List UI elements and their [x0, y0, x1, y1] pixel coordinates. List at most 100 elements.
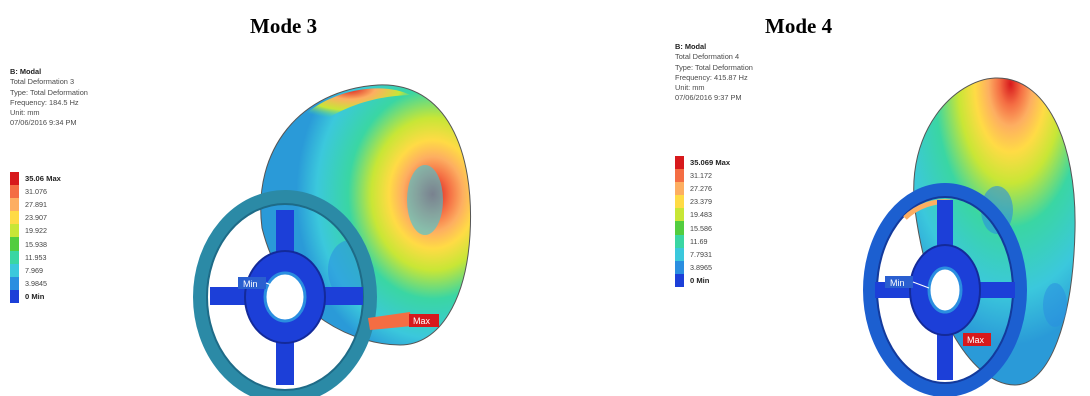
- legend-swatch: [675, 273, 684, 287]
- legend-label: 31.172: [690, 171, 712, 181]
- bell-top-hotspot: [290, 88, 410, 140]
- legend-label: 7.969: [25, 265, 43, 275]
- legend-label: 19.922: [25, 226, 47, 236]
- legend-swatch: [10, 185, 19, 199]
- legend-label: 15.938: [25, 239, 47, 249]
- frequency-label: Frequency: 184.5 Hz: [10, 97, 79, 107]
- mode-4-title: Mode 4: [765, 14, 833, 38]
- unit-label: Unit: mm: [675, 83, 705, 93]
- mode-4-deformed-model: Min Max: [863, 77, 1076, 396]
- mode-4-panel: Mode 4 B: Modal Total Deformation 4 Type…: [545, 0, 1090, 396]
- legend-row: 27.891: [10, 198, 61, 212]
- hub-bore: [927, 266, 963, 314]
- result-label: Total Deformation 3: [10, 77, 75, 87]
- legend-label: 0 Min: [690, 275, 710, 285]
- legend-row: 11.69: [675, 234, 730, 248]
- analysis-label: B: Modal: [10, 67, 42, 76]
- legend-label: 31.076: [25, 187, 47, 197]
- legend-row: 35.069 Max: [675, 156, 731, 170]
- legend-label: 3.8965: [690, 262, 712, 272]
- min-tag: Min: [890, 278, 905, 288]
- legend-row: 15.586: [675, 221, 730, 235]
- mode-4-info: B: Modal Total Deformation 4 Type: Total…: [675, 42, 753, 104]
- spoke: [210, 287, 255, 305]
- legend-label: 7.7931: [690, 249, 712, 259]
- legend-swatch: [10, 224, 19, 238]
- legend-label: 0 Min: [25, 291, 45, 301]
- mode-3-legend: 35.06 Max 31.076 27.891 23.907 19.922 15…: [10, 172, 61, 303]
- legend-row: 19.483: [675, 208, 730, 222]
- legend-row: 15.938: [10, 237, 61, 251]
- legend-row: 3.9845: [10, 276, 61, 290]
- legend-row: 0 Min: [10, 289, 61, 303]
- outer-ring: [193, 190, 377, 396]
- max-hotspot: [368, 312, 412, 330]
- legend-label: 15.586: [690, 223, 712, 233]
- legend-swatch: [675, 260, 684, 274]
- legend-label: 19.483: [690, 210, 712, 220]
- max-tag-bg: [963, 333, 991, 346]
- legend-row: 11.953: [10, 250, 61, 264]
- legend-swatch: [10, 289, 19, 303]
- legend-row: 7.969: [10, 263, 61, 277]
- date-label: 07/06/2016 9:37 PM: [675, 93, 742, 103]
- mode-3-panel: Mode 3 B: Modal Total Deformation 3 Type…: [10, 14, 472, 396]
- min-tag-bg: [238, 277, 266, 289]
- legend-row: 23.379: [675, 195, 730, 209]
- legend-label: 35.06 Max: [25, 174, 61, 184]
- legend-swatch: [675, 221, 684, 235]
- legend-swatch: [10, 250, 19, 264]
- legend-label: 27.276: [690, 184, 712, 194]
- analysis-label: B: Modal: [675, 42, 707, 51]
- legend-row: 31.076: [10, 185, 61, 199]
- legend-row: 0 Min: [675, 273, 730, 287]
- legend-swatch: [10, 198, 19, 212]
- legend-label: 23.907: [25, 213, 47, 223]
- date-label: 07/06/2016 9:34 PM: [10, 118, 77, 128]
- legend-row: 7.7931: [675, 247, 730, 261]
- bell-lobe: [1043, 283, 1067, 327]
- max-tag-bg: [409, 314, 439, 327]
- mode-3-title: Mode 3: [250, 14, 318, 38]
- legend-label: 11.69: [690, 236, 708, 246]
- legend-row: 31.172: [675, 169, 730, 183]
- legend-label: 11.953: [25, 252, 47, 262]
- min-leader: [265, 282, 281, 289]
- legend-label: 3.9845: [25, 278, 47, 288]
- spoke: [318, 287, 363, 305]
- type-label: Type: Total Deformation: [675, 62, 753, 72]
- result-label: Total Deformation 4: [675, 52, 740, 62]
- min-tag: Min: [243, 279, 258, 289]
- spoke: [937, 200, 953, 255]
- max-tag: Max: [967, 335, 985, 345]
- legend-swatch: [10, 237, 19, 251]
- mode-4-legend: 35.069 Max 31.172 27.276 23.379 19.483 1…: [675, 156, 730, 287]
- spoke: [937, 325, 953, 380]
- hub-bore: [263, 271, 307, 323]
- legend-label: 23.379: [690, 197, 712, 207]
- legend-swatch: [10, 211, 19, 225]
- legend-swatch: [675, 234, 684, 248]
- legend-swatch: [10, 276, 19, 290]
- legend-swatch: [675, 156, 684, 170]
- legend-swatch: [675, 182, 684, 196]
- mode-3-info: B: Modal Total Deformation 3 Type: Total…: [10, 67, 88, 129]
- bell-lobe: [407, 165, 443, 235]
- spoke: [975, 282, 1015, 298]
- legend-swatch: [10, 172, 19, 186]
- legend-row: 19.922: [10, 224, 61, 238]
- legend-label: 27.891: [25, 200, 47, 210]
- legend-row: 35.06 Max: [10, 172, 61, 186]
- frequency-label: Frequency: 415.87 Hz: [675, 72, 748, 82]
- min-tag-bg: [885, 276, 913, 288]
- unit-label: Unit: mm: [10, 108, 40, 118]
- min-leader: [912, 281, 930, 289]
- mode-3-deformed-model: Min Max: [193, 84, 472, 396]
- legend-swatch: [675, 169, 684, 183]
- legend-swatch: [675, 208, 684, 222]
- legend-label: 35.069 Max: [690, 158, 731, 168]
- legend-row: 3.8965: [675, 260, 730, 274]
- legend-row: 23.907: [10, 211, 61, 225]
- legend-swatch: [10, 263, 19, 277]
- legend-swatch: [675, 195, 684, 209]
